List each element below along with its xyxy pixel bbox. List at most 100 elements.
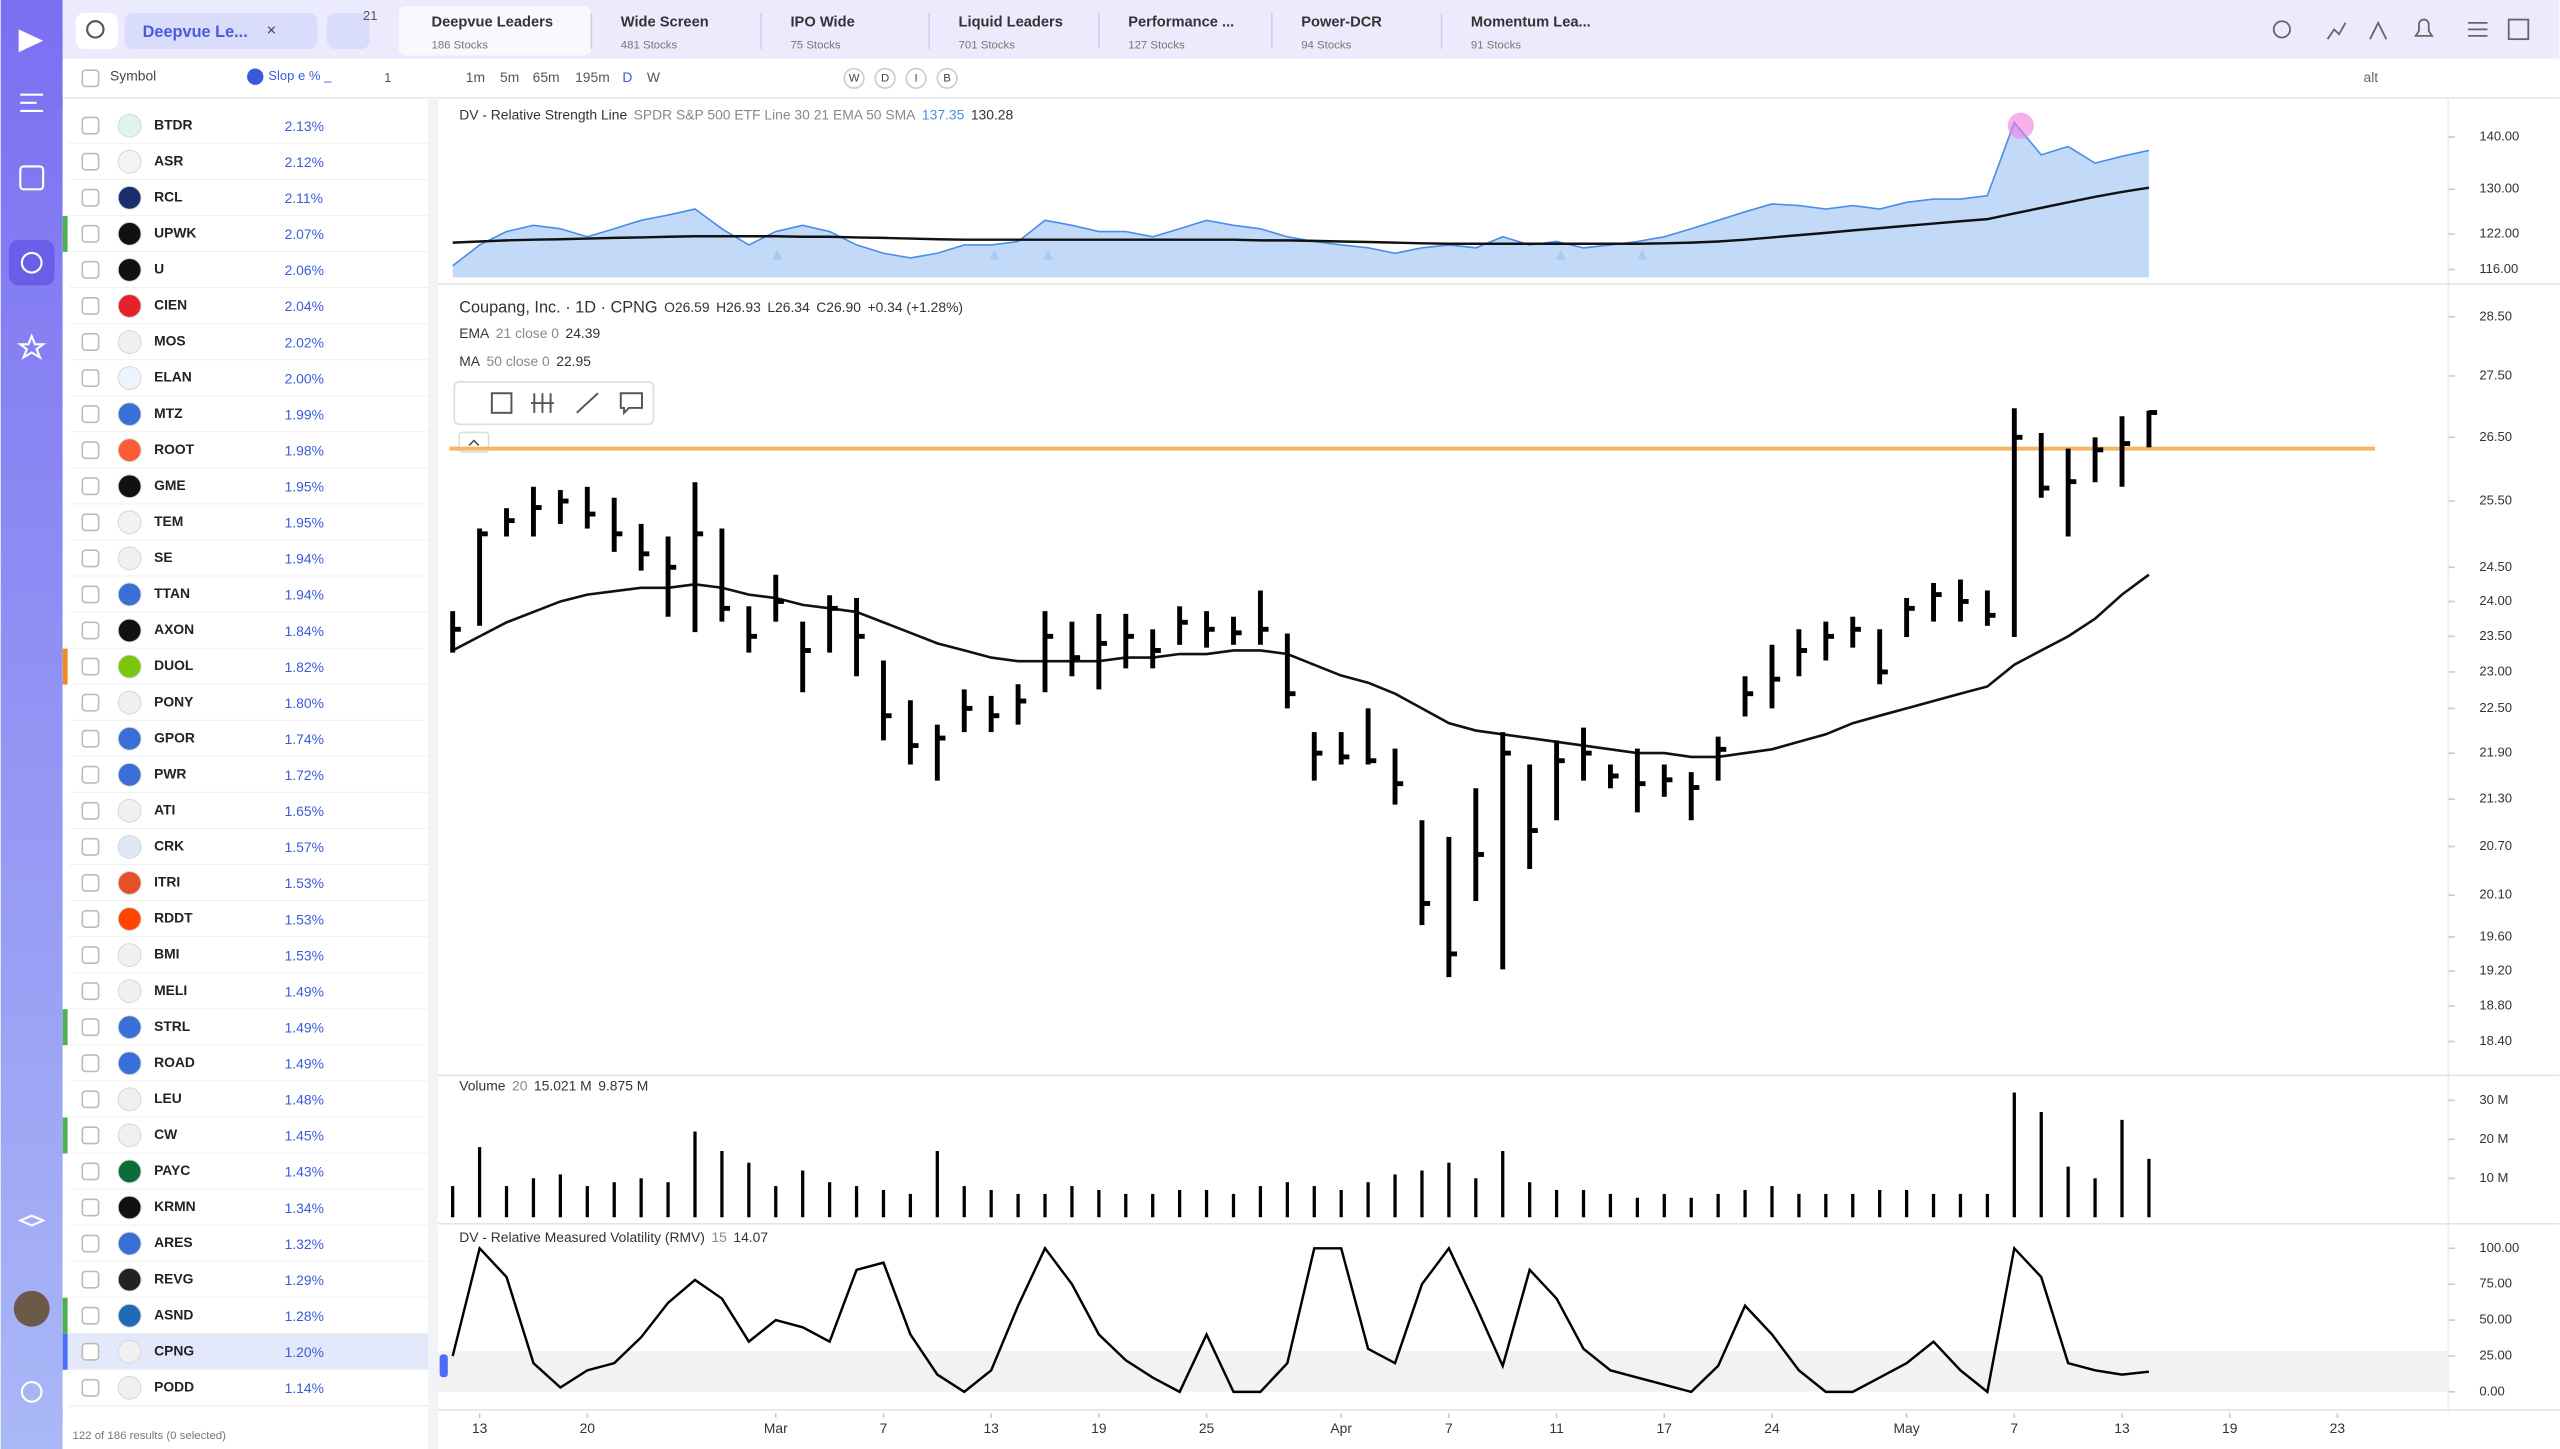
row-checkbox[interactable] (81, 621, 100, 640)
row-checkbox[interactable] (81, 1306, 100, 1325)
watchlist-row[interactable] (62, 1045, 429, 1082)
menu-icon[interactable] (20, 93, 44, 113)
row-checkbox[interactable] (81, 946, 100, 965)
watchlist-row[interactable] (62, 143, 429, 180)
watchlist-row[interactable] (62, 504, 429, 541)
grid-icon[interactable] (2507, 18, 2530, 41)
rect-tool[interactable] (490, 392, 513, 414)
row-checkbox[interactable] (81, 1342, 100, 1361)
row-checkbox[interactable] (81, 152, 100, 171)
row-checkbox[interactable] (81, 657, 100, 676)
interval[interactable]: D (622, 69, 632, 85)
watchlist-row[interactable] (62, 720, 429, 757)
row-checkbox[interactable] (81, 1090, 100, 1109)
interval[interactable]: 5m (500, 69, 519, 85)
row-checkbox[interactable] (81, 333, 100, 351)
row-checkbox[interactable] (81, 224, 100, 243)
row-checkbox[interactable] (81, 513, 100, 532)
watchlist-row[interactable] (62, 648, 429, 685)
watchlist-row[interactable] (62, 288, 429, 325)
learn-icon[interactable] (17, 1214, 46, 1227)
watchlist-row[interactable] (62, 973, 429, 1010)
watchlist-row[interactable] (62, 540, 429, 577)
alert-icon[interactable] (2414, 18, 2434, 37)
row-checkbox[interactable] (81, 405, 100, 424)
watchlist-row[interactable] (62, 468, 429, 505)
interval[interactable]: W (647, 69, 661, 85)
row-checkbox[interactable] (81, 910, 100, 928)
row-checkbox[interactable] (81, 765, 100, 784)
watchlist-row[interactable] (62, 1189, 429, 1226)
draw-icon[interactable] (2369, 20, 2388, 40)
search-button[interactable] (75, 13, 119, 49)
watchlist-row[interactable] (62, 756, 429, 793)
row-checkbox[interactable] (81, 693, 100, 712)
marker-button[interactable] (843, 67, 865, 89)
watchlist-row[interactable] (62, 612, 429, 649)
watchlist-row[interactable] (62, 1117, 429, 1154)
list-icon[interactable] (2467, 21, 2488, 37)
marker-button[interactable] (905, 67, 927, 89)
interval[interactable]: 1m (466, 69, 485, 85)
watchlist-row[interactable] (62, 251, 429, 289)
pane-handle[interactable] (439, 1354, 448, 1378)
watchlist-row[interactable] (62, 901, 429, 938)
watchlist-row[interactable] (62, 432, 429, 469)
row-checkbox[interactable] (81, 1198, 100, 1217)
watchlist-row[interactable] (62, 1369, 429, 1406)
help-icon[interactable] (20, 1381, 43, 1403)
watchlist-row[interactable] (62, 107, 429, 144)
watchlist-row[interactable] (62, 1225, 429, 1262)
row-checkbox[interactable] (81, 873, 100, 892)
watchlist-row[interactable] (62, 937, 429, 974)
row-checkbox[interactable] (81, 369, 100, 388)
watchlist-row[interactable] (62, 179, 429, 216)
row-checkbox[interactable] (81, 441, 100, 460)
watchlist-row[interactable] (62, 864, 429, 902)
active-nav[interactable] (8, 239, 55, 286)
watchlist-row[interactable] (62, 1297, 429, 1334)
row-checkbox[interactable] (81, 837, 100, 856)
row-checkbox[interactable] (81, 296, 100, 315)
watchlist-row[interactable] (62, 1081, 429, 1118)
interval[interactable]: 195m (575, 69, 610, 85)
row-checkbox[interactable] (81, 1378, 100, 1397)
watchlist-row[interactable] (62, 684, 429, 721)
row-checkbox[interactable] (81, 477, 100, 496)
fib-tool[interactable] (531, 393, 554, 413)
watchlist-row[interactable] (62, 828, 429, 865)
row-checkbox[interactable] (81, 549, 100, 568)
watchlist-row[interactable] (62, 1153, 429, 1190)
row-checkbox[interactable] (81, 982, 100, 1001)
target-icon[interactable] (20, 251, 43, 274)
watchlist-row[interactable] (62, 215, 429, 252)
star-icon[interactable] (17, 333, 47, 360)
row-checkbox[interactable] (81, 1018, 100, 1037)
row-checkbox[interactable] (81, 1126, 100, 1145)
watchlist-row[interactable] (62, 1009, 429, 1046)
share-icon[interactable] (2272, 20, 2291, 39)
watchlist-row[interactable] (62, 792, 429, 829)
comment-tool[interactable] (619, 392, 643, 416)
interval[interactable]: 65m (533, 69, 560, 85)
chart-icon[interactable] (2326, 22, 2347, 40)
watchlist-row[interactable] (62, 360, 429, 397)
row-checkbox[interactable] (81, 1162, 100, 1181)
watchlist-row[interactable] (62, 576, 429, 613)
layout-icon[interactable] (19, 165, 45, 191)
line-tool[interactable] (576, 392, 599, 414)
watchlist-row[interactable] (62, 1333, 429, 1370)
row-checkbox[interactable] (81, 801, 100, 820)
row-checkbox[interactable] (81, 1270, 100, 1289)
watchlist-select[interactable] (124, 13, 318, 49)
filter-button[interactable] (327, 13, 370, 49)
row-checkbox[interactable] (81, 729, 100, 748)
row-checkbox[interactable] (81, 116, 100, 135)
logo[interactable] (18, 29, 44, 53)
avatar[interactable] (13, 1290, 50, 1327)
marker-button[interactable] (874, 67, 896, 89)
row-checkbox[interactable] (81, 1054, 100, 1073)
marker-button[interactable] (936, 67, 958, 89)
select-all[interactable] (81, 69, 100, 88)
column-header[interactable]: Slop e % _ (268, 68, 332, 83)
